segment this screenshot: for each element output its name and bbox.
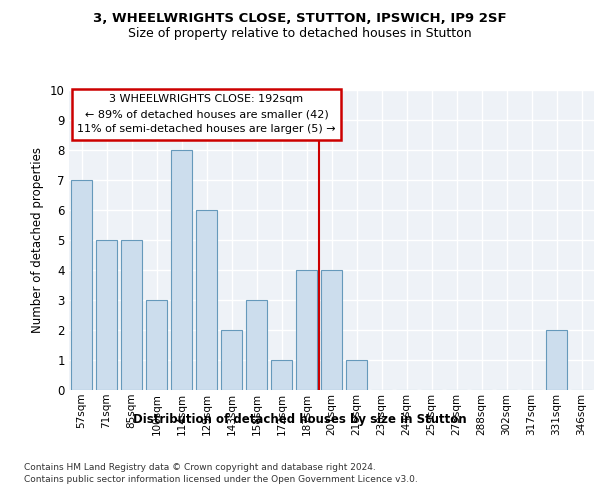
Text: 3 WHEELWRIGHTS CLOSE: 192sqm
← 89% of detached houses are smaller (42)
11% of se: 3 WHEELWRIGHTS CLOSE: 192sqm ← 89% of de… [77, 94, 336, 134]
Text: 3, WHEELWRIGHTS CLOSE, STUTTON, IPSWICH, IP9 2SF: 3, WHEELWRIGHTS CLOSE, STUTTON, IPSWICH,… [93, 12, 507, 26]
Bar [246, 300, 267, 390]
Text: Contains HM Land Registry data © Crown copyright and database right 2024.: Contains HM Land Registry data © Crown c… [24, 462, 376, 471]
Text: Contains public sector information licensed under the Open Government Licence v3: Contains public sector information licen… [24, 475, 418, 484]
Bar [196, 210, 217, 390]
Bar [221, 330, 242, 390]
Bar [71, 180, 92, 390]
Bar [321, 270, 342, 390]
Bar [121, 240, 142, 390]
Bar [171, 150, 192, 390]
Text: Size of property relative to detached houses in Stutton: Size of property relative to detached ho… [128, 28, 472, 40]
Bar [271, 360, 292, 390]
Bar [346, 360, 367, 390]
Bar [546, 330, 567, 390]
Y-axis label: Number of detached properties: Number of detached properties [31, 147, 44, 333]
Bar [146, 300, 167, 390]
Bar [296, 270, 317, 390]
Text: Distribution of detached houses by size in Stutton: Distribution of detached houses by size … [133, 412, 467, 426]
Bar [96, 240, 117, 390]
